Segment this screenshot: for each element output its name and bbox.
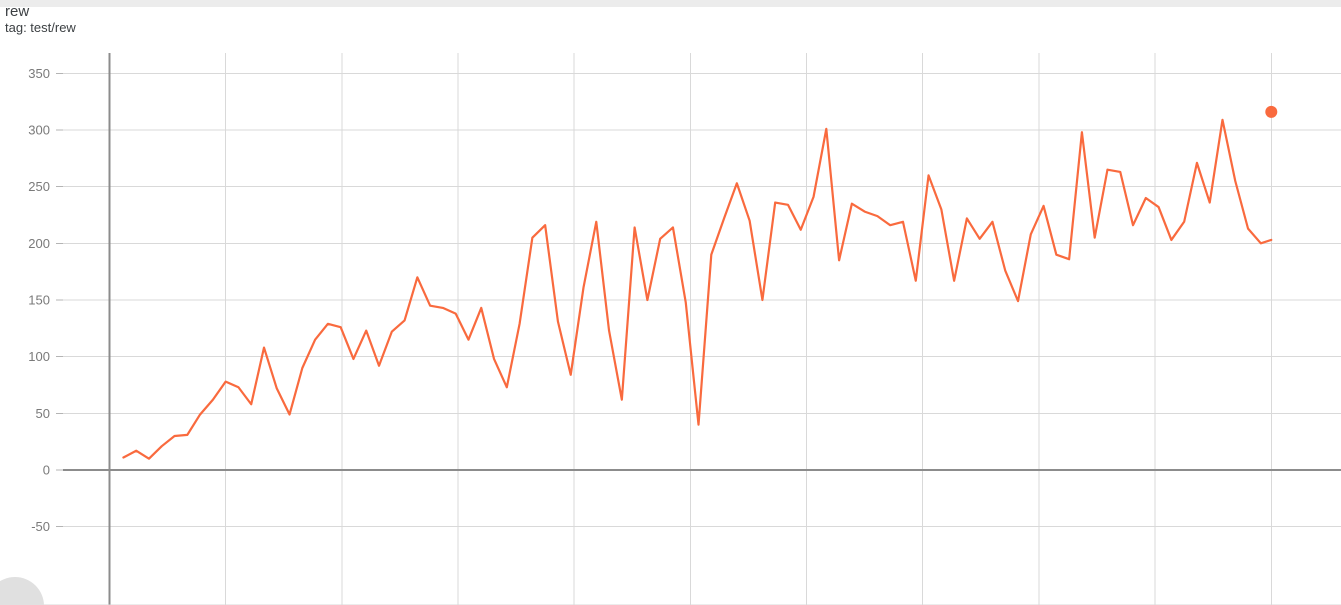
y-tick-label: 250 [28, 179, 50, 194]
y-tick-label: 150 [28, 293, 50, 308]
data-line-test-rew[interactable] [122, 118, 1273, 460]
y-tick-label: 350 [28, 66, 50, 81]
y-tick-label: 100 [28, 349, 50, 364]
y-tick-label: 50 [36, 406, 50, 421]
card-header: rew tag: test/rew [5, 3, 76, 36]
y-tick-label: -50 [31, 519, 50, 534]
endpoint-marker-dot[interactable] [1265, 105, 1278, 118]
chart-tag-label: tag: test/rew [5, 20, 76, 36]
page-title: rew [5, 3, 30, 20]
gridlines-group [63, 53, 1341, 605]
y-tick-label: 300 [28, 123, 50, 138]
top-strip-divider [0, 0, 1341, 7]
data-series-group[interactable] [122, 118, 1273, 460]
y-tick-label: 200 [28, 236, 50, 251]
endpoint-marker-group[interactable] [1265, 105, 1278, 118]
axis-lines-group [0, 53, 1341, 605]
tick-marks-group [56, 72, 63, 528]
y-tick-label: 0 [43, 463, 50, 478]
y-axis-tick-labels: -50 0 50 100 150 200 250 300 350 [28, 66, 50, 534]
